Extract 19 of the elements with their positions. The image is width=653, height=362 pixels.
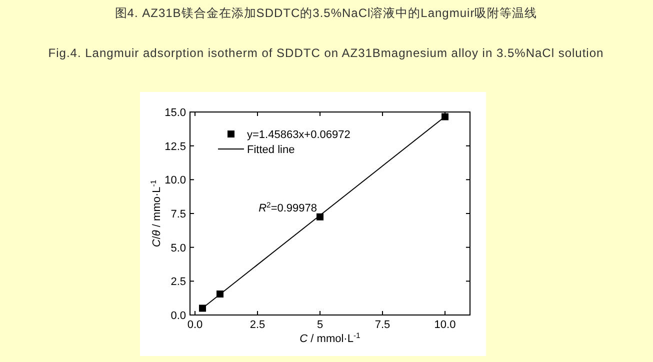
y-tick-label: 10.0: [164, 174, 186, 187]
chart-title: 图4. AZ31B镁合金在添加SDDTC的3.5%NaCl溶液中的Langmuir吸附等温线: [114, 6, 538, 20]
x-tick-label: 10.0: [434, 319, 456, 331]
x-axis-title: C / mmol·L$^{-1}$: [300, 330, 360, 345]
y-tick-label: 15.0: [164, 107, 186, 119]
y-tick-label: 2.5: [170, 276, 186, 288]
y-tick-label: 12.5: [164, 140, 186, 153]
x-tick-label: 5: [316, 319, 324, 331]
x-tick-label: 2.5: [250, 319, 266, 331]
annotation: R$^{2}$=0.99978: [258, 200, 318, 214]
legend-label: y=1.45863x+0.06972: [247, 129, 350, 141]
x-tick-label: 0.0: [187, 319, 203, 331]
x-tick-label: 7.5: [374, 319, 390, 331]
legend-label: Fitted line: [247, 144, 295, 156]
chart-subtitle: Fig.4. Langmuir adsorption isotherm of SDDTC on AZ31Bmagnesium alloy in 3.5%NaCl solution: [48, 46, 604, 60]
y-tick-label: 0.0: [170, 310, 186, 322]
y-tick-label: 5.0: [170, 242, 186, 254]
point: [199, 304, 206, 312]
y-tick-label: 7.5: [170, 208, 186, 220]
